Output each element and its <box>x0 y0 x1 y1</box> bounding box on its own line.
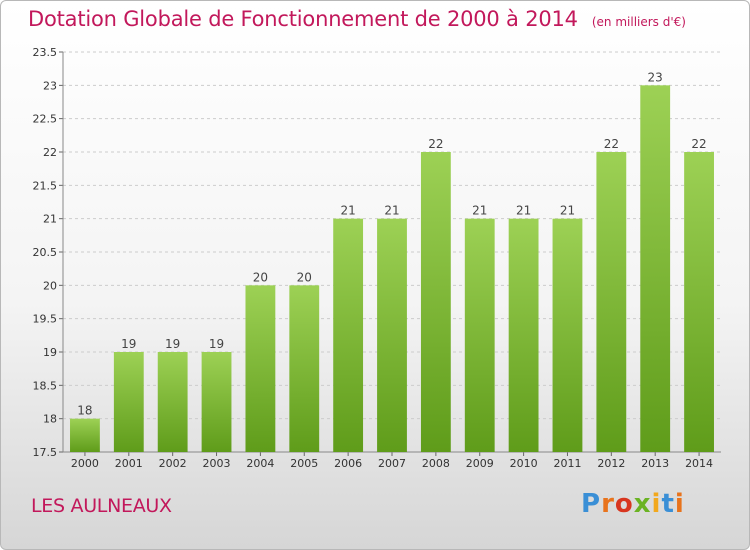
bar-value-label: 22 <box>428 137 443 151</box>
bar <box>201 352 232 452</box>
x-tick-label: 2014 <box>685 457 713 470</box>
logo-letter: P <box>581 489 602 519</box>
logo-letter: t <box>661 489 675 519</box>
x-tick-label: 2000 <box>71 457 99 470</box>
y-tick-label: 20 <box>43 279 57 292</box>
bar <box>113 352 144 452</box>
bar-value-label: 21 <box>516 204 531 218</box>
y-tick-label: 23.5 <box>33 46 58 59</box>
x-tick-label: 2011 <box>553 457 581 470</box>
y-tick-label: 18.5 <box>33 379 58 392</box>
bar-value-label: 23 <box>648 70 663 84</box>
y-tick-label: 23 <box>43 79 57 92</box>
commune-name: LES AULNEAUX <box>31 495 172 517</box>
logo-letter: i <box>651 489 662 519</box>
x-tick-label: 2010 <box>510 457 538 470</box>
y-tick-label: 19.5 <box>33 313 58 326</box>
x-tick-label: 2007 <box>378 457 406 470</box>
bar-value-label: 19 <box>209 337 224 351</box>
y-tick-label: 18 <box>43 413 57 426</box>
bar-value-label: 21 <box>340 204 355 218</box>
bar-value-label: 18 <box>77 404 92 418</box>
bar <box>157 352 188 452</box>
bar <box>245 285 276 452</box>
logo-letter: i <box>674 489 685 519</box>
chart-unit-note: (en milliers d'€) <box>591 15 686 29</box>
chart-title: Dotation Globale de Fonctionnement de 20… <box>28 7 686 31</box>
labels: 17.5 18 18.5 19 19.5 20 20.5 21 21.5 22 22.5 23 23.5… <box>33 46 714 470</box>
bar <box>333 218 364 452</box>
bars <box>70 85 714 452</box>
bar-value-label: 22 <box>604 137 619 151</box>
proxiti-logo: Proxiti <box>581 489 685 519</box>
y-tick-label: 19 <box>43 346 57 359</box>
logo-letter: r <box>601 489 615 519</box>
x-tick-label: 2012 <box>597 457 625 470</box>
x-tick-label: 2003 <box>203 457 231 470</box>
bar-value-label: 20 <box>297 270 312 284</box>
bar-value-label: 21 <box>472 204 487 218</box>
x-tick-label: 2001 <box>115 457 143 470</box>
x-tick-label: 2004 <box>246 457 274 470</box>
bar <box>640 85 671 452</box>
bar <box>289 285 320 452</box>
chart-title-text: Dotation Globale de Fonctionnement de 20… <box>28 7 578 31</box>
y-tick-label: 21 <box>43 213 57 226</box>
bar <box>596 152 627 452</box>
bar <box>508 218 539 452</box>
y-tick-label: 21.5 <box>33 179 58 192</box>
bar-value-label: 19 <box>121 337 136 351</box>
y-tick-label: 20.5 <box>33 246 58 259</box>
y-tick-label: 17.5 <box>33 446 58 459</box>
x-tick-label: 2005 <box>290 457 318 470</box>
bar <box>70 418 100 452</box>
bar <box>552 218 583 452</box>
bar-value-label: 21 <box>560 204 575 218</box>
bar <box>464 218 495 452</box>
y-tick-label: 22.5 <box>33 113 58 126</box>
bar <box>420 152 451 452</box>
x-tick-label: 2009 <box>466 457 494 470</box>
y-tick-label: 22 <box>43 146 57 159</box>
bar <box>684 152 714 452</box>
bar-value-label: 20 <box>253 270 268 284</box>
bar-value-label: 22 <box>691 137 706 151</box>
x-tick-label: 2008 <box>422 457 450 470</box>
bar <box>377 218 407 452</box>
x-tick-label: 2006 <box>334 457 362 470</box>
logo-letter: x <box>633 489 652 519</box>
logo-letter: o <box>614 489 634 519</box>
x-tick-label: 2002 <box>159 457 187 470</box>
x-tick-label: 2013 <box>641 457 669 470</box>
bar-value-label: 19 <box>165 337 180 351</box>
bar-value-label: 21 <box>384 204 399 218</box>
